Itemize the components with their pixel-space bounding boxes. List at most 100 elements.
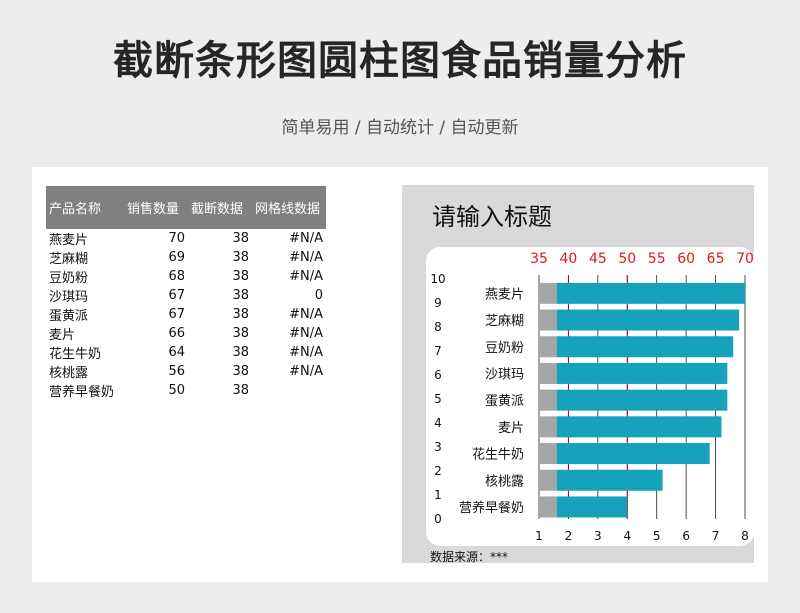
page-title: 截断条形图圆柱图食品销量分析 bbox=[113, 38, 687, 84]
cell-sales-qty: 64 bbox=[168, 345, 185, 360]
category-label: 芝麻糊 bbox=[485, 313, 524, 329]
left-axis-tick-label: 4 bbox=[434, 416, 442, 430]
cell-grid-data: #N/A bbox=[289, 345, 323, 360]
cell-cut-data: 38 bbox=[232, 326, 249, 341]
header-sales-qty: 销售数量 bbox=[124, 186, 188, 229]
table-row: 麦片 66 38 #N/A bbox=[46, 324, 326, 343]
cell-grid-data: 0 bbox=[314, 288, 323, 303]
cell-cut-data: 38 bbox=[232, 288, 249, 303]
left-axis-tick-label: 9 bbox=[434, 296, 442, 310]
bar bbox=[556, 309, 740, 331]
bar bbox=[556, 469, 663, 491]
left-axis-tick-label: 2 bbox=[434, 464, 442, 478]
category-label: 沙琪玛 bbox=[485, 367, 524, 382]
category-label: 花生牛奶 bbox=[472, 447, 524, 463]
category-label: 豆奶粉 bbox=[485, 341, 524, 356]
bottom-axis-tick-label: 6 bbox=[682, 529, 690, 543]
chart-title: 请输入标题 bbox=[432, 203, 552, 231]
table-row: 沙琪玛 67 38 0 bbox=[46, 286, 326, 305]
header-grid-data: 网格线数据 bbox=[252, 186, 326, 229]
bar-stub bbox=[539, 389, 557, 411]
top-axis-tick-label: 65 bbox=[707, 251, 725, 267]
cell-product-name: 豆奶粉 bbox=[49, 271, 89, 286]
bar-stub bbox=[539, 469, 557, 491]
bottom-axis-tick-label: 1 bbox=[535, 529, 543, 543]
table-row: 芝麻糊 69 38 #N/A bbox=[46, 248, 326, 267]
top-axis-tick-label: 40 bbox=[560, 251, 578, 267]
category-label: 燕麦片 bbox=[485, 287, 524, 302]
table-row: 燕麦片 70 38 #N/A bbox=[46, 229, 326, 248]
table-row: 蛋黄派 67 38 #N/A bbox=[46, 305, 326, 324]
cell-product-name: 芝麻糊 bbox=[49, 252, 89, 267]
bar-stub bbox=[539, 362, 557, 384]
top-axis-tick-label: 50 bbox=[618, 251, 636, 267]
left-axis-tick-label: 1 bbox=[434, 488, 442, 502]
cell-grid-data: #N/A bbox=[289, 364, 323, 379]
category-label: 蛋黄派 bbox=[485, 394, 524, 409]
table-header-row: 产品名称 销售数量 截断数据 网格线数据 bbox=[46, 186, 326, 229]
bottom-axis-tick-label: 3 bbox=[594, 529, 602, 543]
cell-product-name: 蛋黄派 bbox=[49, 309, 89, 324]
bottom-axis-tick-label: 2 bbox=[565, 529, 573, 543]
cell-sales-qty: 50 bbox=[168, 383, 185, 398]
bar-stub bbox=[539, 416, 557, 438]
cell-grid-data: #N/A bbox=[289, 250, 323, 265]
left-axis-tick-label: 3 bbox=[434, 440, 442, 454]
bar-stub bbox=[539, 309, 557, 331]
cell-product-name: 沙琪玛 bbox=[49, 290, 89, 305]
cell-cut-data: 38 bbox=[232, 307, 249, 322]
top-axis-tick-label: 60 bbox=[677, 251, 695, 267]
bar bbox=[556, 336, 734, 358]
cell-product-name: 麦片 bbox=[49, 328, 76, 343]
bar bbox=[556, 443, 710, 465]
table-row: 花生牛奶 64 38 #N/A bbox=[46, 343, 326, 362]
cell-sales-qty: 66 bbox=[168, 326, 185, 341]
bar-stub bbox=[539, 443, 557, 465]
cell-cut-data: 38 bbox=[232, 364, 249, 379]
table-row: 核桃露 56 38 #N/A bbox=[46, 362, 326, 381]
bar bbox=[556, 389, 728, 411]
category-label: 营养早餐奶 bbox=[459, 500, 524, 516]
left-axis-tick-label: 0 bbox=[434, 512, 442, 526]
left-axis-tick-label: 5 bbox=[434, 392, 442, 406]
top-axis-tick-label: 70 bbox=[736, 251, 754, 267]
left-axis-tick-label: 8 bbox=[434, 320, 442, 334]
cell-sales-qty: 56 bbox=[168, 364, 185, 379]
cell-product-name: 营养早餐奶 bbox=[49, 385, 115, 400]
cell-cut-data: 38 bbox=[232, 269, 249, 284]
cell-grid-data: #N/A bbox=[289, 269, 323, 284]
top-axis-tick-label: 45 bbox=[589, 251, 607, 267]
page-subtitle: 简单易用 / 自动统计 / 自动更新 bbox=[281, 118, 519, 138]
cell-cut-data: 38 bbox=[232, 345, 249, 360]
top-axis-tick-label: 55 bbox=[648, 251, 666, 267]
cell-grid-data: #N/A bbox=[289, 307, 323, 322]
bottom-axis-tick-label: 7 bbox=[712, 529, 720, 543]
bar bbox=[556, 496, 628, 518]
left-axis-tick-label: 10 bbox=[430, 272, 445, 286]
bar-stub bbox=[539, 336, 557, 358]
bottom-axis-tick-label: 5 bbox=[653, 529, 661, 543]
cell-grid-data: #N/A bbox=[289, 326, 323, 341]
cell-product-name: 花生牛奶 bbox=[49, 347, 102, 362]
bar bbox=[556, 282, 745, 304]
cell-sales-qty: 67 bbox=[168, 307, 185, 322]
cell-cut-data: 38 bbox=[232, 250, 249, 265]
header-cut-data: 截断数据 bbox=[188, 186, 252, 229]
cell-cut-data: 38 bbox=[232, 383, 249, 398]
source-note: 数据来源：*** bbox=[430, 550, 509, 564]
table-row: 营养早餐奶 50 38 bbox=[46, 381, 326, 400]
data-table: 产品名称 销售数量 截断数据 网格线数据 燕麦片 70 38 #N/A 芝麻糊 69 38 #… bbox=[46, 186, 326, 400]
bottom-axis-tick-label: 4 bbox=[623, 529, 631, 543]
left-axis-tick-label: 6 bbox=[434, 368, 442, 382]
cell-sales-qty: 68 bbox=[168, 269, 185, 284]
cell-product-name: 核桃露 bbox=[49, 366, 89, 381]
cell-cut-data: 38 bbox=[232, 231, 249, 246]
cell-sales-qty: 69 bbox=[168, 250, 185, 265]
top-axis-tick-label: 35 bbox=[530, 251, 548, 267]
cell-grid-data: #N/A bbox=[289, 231, 323, 246]
left-axis-tick-label: 7 bbox=[434, 344, 442, 358]
cell-sales-qty: 67 bbox=[168, 288, 185, 303]
bar-stub bbox=[539, 282, 557, 304]
cell-product-name: 燕麦片 bbox=[49, 233, 89, 248]
